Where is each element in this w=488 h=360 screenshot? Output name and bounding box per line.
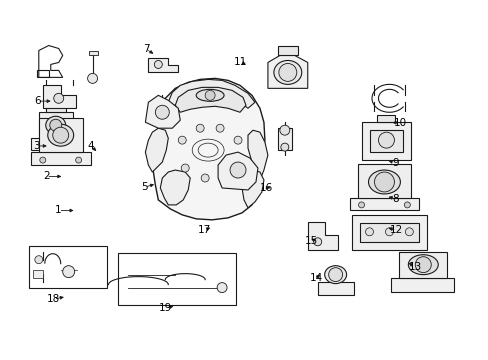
Text: 8: 8 [391, 194, 398, 204]
Polygon shape [349, 198, 419, 210]
Circle shape [154, 60, 162, 68]
Polygon shape [148, 58, 178, 72]
Circle shape [54, 93, 63, 103]
Circle shape [234, 136, 242, 144]
Circle shape [155, 105, 169, 119]
Polygon shape [351, 215, 427, 250]
Polygon shape [277, 45, 297, 55]
Circle shape [181, 164, 189, 172]
Text: 7: 7 [142, 44, 149, 54]
Text: 9: 9 [391, 158, 398, 168]
Circle shape [313, 238, 321, 246]
Text: 13: 13 [407, 262, 421, 272]
Ellipse shape [407, 255, 437, 275]
Bar [118, 253, 236, 305]
Ellipse shape [324, 266, 346, 284]
Circle shape [87, 73, 98, 84]
Circle shape [221, 171, 228, 179]
Circle shape [35, 256, 42, 264]
Polygon shape [42, 85, 76, 108]
Polygon shape [357, 164, 410, 198]
Circle shape [178, 136, 186, 144]
Polygon shape [377, 115, 395, 122]
Circle shape [236, 156, 244, 164]
Text: 6: 6 [34, 96, 41, 106]
Polygon shape [369, 130, 403, 152]
Polygon shape [390, 278, 453, 292]
Circle shape [280, 143, 288, 151]
Polygon shape [307, 222, 337, 250]
Circle shape [50, 119, 61, 131]
Text: 5: 5 [141, 182, 148, 192]
Text: 14: 14 [309, 273, 323, 283]
Polygon shape [39, 118, 82, 152]
Text: 4: 4 [87, 141, 94, 151]
Text: 16: 16 [259, 183, 272, 193]
Polygon shape [33, 270, 42, 278]
Circle shape [404, 202, 409, 208]
Circle shape [196, 124, 203, 132]
Polygon shape [399, 252, 447, 278]
Polygon shape [168, 80, 254, 108]
Text: 3: 3 [33, 141, 40, 151]
Circle shape [385, 228, 393, 236]
Polygon shape [242, 170, 264, 208]
Polygon shape [317, 282, 353, 294]
Circle shape [279, 125, 289, 135]
Polygon shape [175, 87, 245, 112]
Polygon shape [88, 50, 98, 55]
Circle shape [365, 228, 373, 236]
Circle shape [358, 202, 364, 208]
Text: 11: 11 [233, 57, 247, 67]
Ellipse shape [46, 116, 65, 134]
Circle shape [201, 174, 209, 182]
Circle shape [205, 90, 215, 100]
Polygon shape [160, 170, 190, 205]
Polygon shape [277, 128, 291, 150]
Circle shape [378, 132, 394, 148]
Circle shape [53, 127, 68, 143]
Bar [29, 246, 106, 288]
Polygon shape [361, 122, 410, 160]
Polygon shape [39, 112, 73, 138]
Circle shape [229, 162, 245, 178]
Text: 15: 15 [305, 236, 318, 246]
Circle shape [217, 283, 226, 293]
Circle shape [374, 172, 394, 192]
Ellipse shape [48, 124, 74, 146]
Text: 19: 19 [159, 303, 172, 313]
Text: 1: 1 [55, 206, 61, 216]
Polygon shape [152, 78, 264, 220]
Text: 17: 17 [198, 225, 211, 235]
Polygon shape [31, 138, 81, 150]
Polygon shape [145, 95, 180, 128]
Text: 12: 12 [389, 225, 402, 235]
Circle shape [216, 124, 224, 132]
Circle shape [40, 157, 46, 163]
Polygon shape [267, 55, 307, 88]
Ellipse shape [273, 60, 301, 84]
Ellipse shape [196, 89, 224, 101]
Polygon shape [145, 128, 168, 172]
Circle shape [414, 257, 430, 273]
Polygon shape [247, 130, 267, 180]
Circle shape [328, 268, 342, 282]
Text: 2: 2 [43, 171, 49, 181]
Circle shape [76, 157, 81, 163]
Polygon shape [359, 223, 419, 242]
Text: 18: 18 [47, 294, 60, 304]
Circle shape [278, 63, 296, 81]
Ellipse shape [368, 170, 400, 194]
Polygon shape [46, 102, 65, 112]
Circle shape [405, 228, 412, 236]
Polygon shape [218, 152, 258, 190]
Text: 10: 10 [393, 118, 406, 128]
Circle shape [62, 266, 75, 278]
Polygon shape [31, 152, 90, 165]
